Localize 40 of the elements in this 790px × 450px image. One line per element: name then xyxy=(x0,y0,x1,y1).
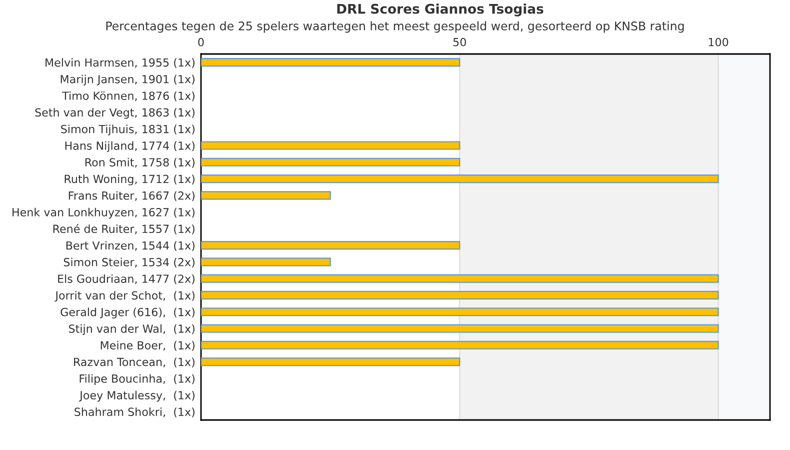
y-tick-label: Meine Boer, (1x) xyxy=(100,340,194,351)
y-tick-label: Henk van Lonkhuyzen, 1627 (1x) xyxy=(12,208,194,219)
y-tick-label: Frans Ruiter, 1667 (2x) xyxy=(68,191,194,202)
chart-subtitle: Percentages tegen de 25 spelers waartegen het meest gespeeld werd, gesorteerd op KNSB rating xyxy=(106,21,684,33)
bar xyxy=(201,290,719,300)
y-tick-label: Hans Nijland, 1774 (1x) xyxy=(65,141,194,152)
bar xyxy=(201,141,460,150)
bar xyxy=(201,191,331,200)
y-tick-label: Jorrit van der Schot, (1x) xyxy=(54,291,194,302)
y-tick-label: Shahram Shokri, (1x) xyxy=(74,407,194,418)
bar xyxy=(201,174,719,184)
y-tick-label: Simon Tijhuis, 1831 (1x) xyxy=(61,124,194,136)
y-tick-label: Ron Smit, 1758 (1x) xyxy=(85,158,194,168)
y-tick-label: Gerald Jager (616), (1x) xyxy=(60,308,194,318)
y-tick-label: Melvin Harmsen, 1955 (1x) xyxy=(46,58,194,68)
y-tick-label: Simon Steier, 1534 (2x) xyxy=(64,258,194,268)
bar xyxy=(201,258,331,266)
bar xyxy=(201,58,460,67)
bar xyxy=(201,241,460,250)
x-tick-label: 100 xyxy=(708,38,728,46)
y-tick-label: Timo Können, 1876 (1x) xyxy=(62,91,194,102)
y-tick-label: Els Goudriaan, 1477 (2x) xyxy=(58,274,194,284)
y-tick-label: Stijn van der Wal, (1x) xyxy=(68,324,194,336)
bar xyxy=(201,340,719,350)
x-tick-label: 50 xyxy=(453,38,466,46)
bar xyxy=(201,357,460,366)
bar xyxy=(201,308,719,316)
y-tick-label: René de Ruiter, 1557 (1x) xyxy=(53,224,194,234)
y-tick-label: Seth van der Vegt, 1863 (1x) xyxy=(35,108,194,119)
x-tick-label: 0 xyxy=(198,38,204,46)
y-tick-label: Marijn Jansen, 1901 (1x) xyxy=(60,74,194,86)
y-tick-label: Filipe Boucinha, (1x) xyxy=(80,374,194,385)
y-tick-label: Ruth Woning, 1712 (1x) xyxy=(64,174,194,186)
chart-title: DRL Scores Giannos Tsogias xyxy=(337,4,544,16)
bar xyxy=(201,324,719,333)
bar xyxy=(201,274,719,283)
bar xyxy=(201,158,460,166)
y-tick-label: Bert Vrinzen, 1544 (1x) xyxy=(66,241,194,252)
y-tick-label: Razvan Toncean, (1x) xyxy=(74,358,194,368)
y-tick-label: Joey Matulessy, (1x) xyxy=(79,390,194,402)
